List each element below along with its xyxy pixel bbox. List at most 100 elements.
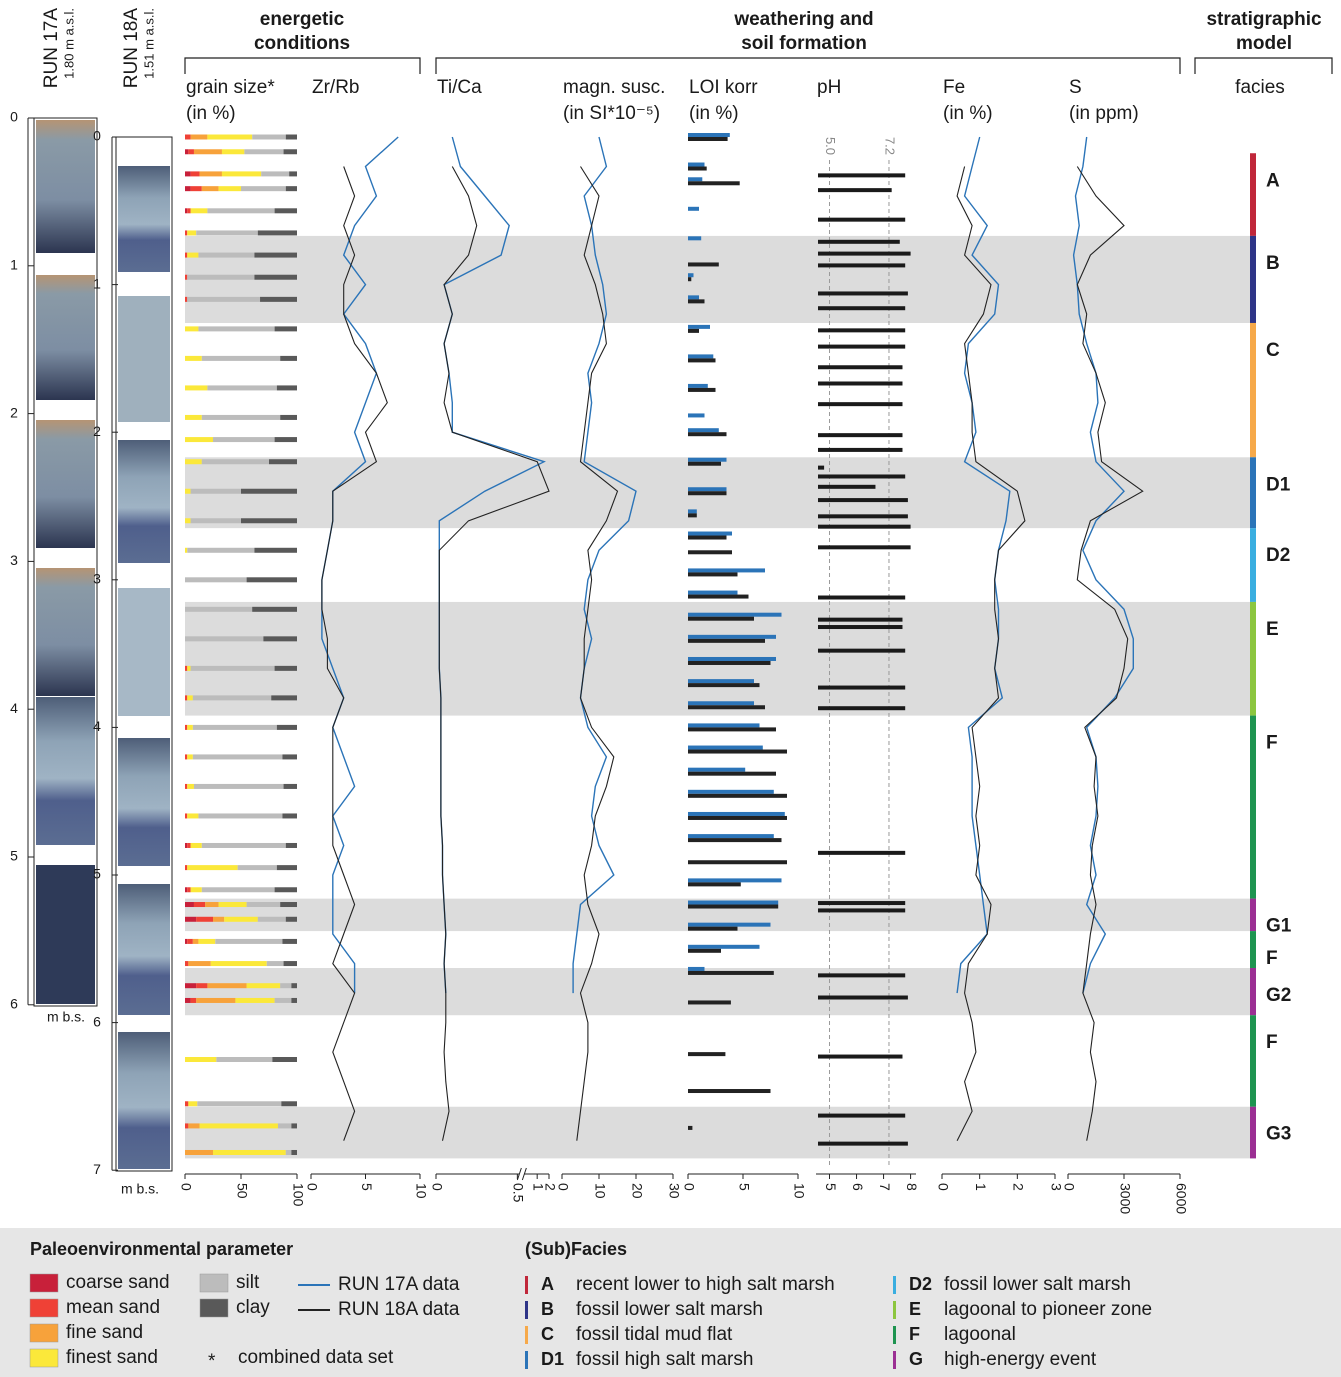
facies-label: D1: [1266, 474, 1291, 495]
loi-bar: [688, 595, 749, 599]
grain-segment: [280, 415, 297, 420]
legend-facies-bar: [525, 1301, 528, 1319]
core-section: [36, 697, 95, 845]
depth-tick-label: 4: [10, 700, 18, 716]
loi-bar: [688, 177, 702, 181]
grain-segment: [185, 695, 187, 700]
grain-segment: [191, 887, 202, 892]
depth-tick-label: 0: [10, 109, 18, 125]
bracket: [1195, 58, 1332, 74]
depth-tick-label: 1: [10, 257, 18, 273]
x-tick-label: 5: [823, 1183, 839, 1191]
legend-label: fine sand: [66, 1322, 143, 1343]
grain-segment: [185, 939, 187, 944]
grain-segment: [263, 636, 297, 641]
grain-segment: [224, 917, 258, 922]
grain-segment: [247, 577, 297, 582]
loi-bar: [688, 683, 760, 687]
ph-bar: [818, 596, 905, 600]
grain-segment: [187, 666, 190, 671]
depth-unit: m b.s.: [47, 1009, 85, 1025]
loi-bar: [688, 207, 699, 211]
note-mark: *: [208, 1351, 216, 1372]
grain-segment: [211, 961, 267, 966]
grain-segment: [187, 548, 254, 553]
facies-legend-title: (Sub)Facies: [525, 1239, 627, 1259]
column-label: (in %): [943, 103, 993, 124]
grain-segment: [280, 356, 297, 361]
facies-label: G1: [1266, 916, 1292, 937]
legend-facies-bar: [893, 1301, 896, 1319]
depth-tick-label: 0: [93, 128, 101, 144]
legend-title: Paleoenvironmental parameter: [30, 1239, 293, 1259]
grain-segment: [196, 917, 213, 922]
grain-segment: [196, 230, 258, 235]
grain-segment: [271, 695, 297, 700]
depth-tick-label: 6: [10, 996, 18, 1012]
core-name: RUN 17A: [41, 8, 62, 89]
core-section: [118, 296, 170, 422]
grain-segment: [187, 230, 196, 235]
ph-bar: [818, 263, 905, 267]
loi-bar: [688, 550, 732, 554]
grain-segment: [185, 415, 202, 420]
loi-bar: [688, 384, 708, 388]
ph-bar: [818, 252, 911, 256]
ph-bar: [818, 173, 905, 177]
grain-segment: [188, 149, 194, 154]
ph-bar: [818, 306, 905, 310]
grain-segment: [185, 784, 187, 789]
depth-tick-label: 7: [93, 1161, 101, 1177]
grain-segment: [185, 636, 263, 641]
facies-bar: [1250, 528, 1256, 602]
grain-segment: [185, 135, 191, 140]
loi-bar: [688, 532, 732, 536]
grain-segment: [185, 917, 196, 922]
loi-bar: [688, 705, 765, 709]
grain-segment: [291, 1150, 297, 1155]
loi-bar: [688, 949, 721, 953]
grain-segment: [185, 607, 252, 612]
facies-label: E: [1266, 619, 1279, 640]
ph-bar: [818, 686, 905, 690]
legend-facies-code: C: [541, 1324, 554, 1344]
x-tick-label: 0: [429, 1183, 445, 1191]
facies-bar: [1250, 1107, 1256, 1159]
core-section: [118, 166, 170, 272]
legend-facies-code: D2: [909, 1274, 932, 1294]
ph-bar: [818, 706, 905, 710]
legend-swatch: [200, 1274, 228, 1292]
core-section: [118, 588, 170, 716]
grain-segment: [202, 356, 280, 361]
reference-label: 5.0: [823, 137, 838, 155]
grain-segment: [260, 297, 297, 302]
ph-bar: [818, 485, 875, 489]
legend-label: finest sand: [66, 1347, 158, 1368]
depth-tick-label: 5: [93, 866, 101, 882]
grain-segment: [185, 437, 213, 442]
loi-bar: [688, 413, 705, 417]
loi-bar: [688, 262, 719, 266]
x-tick-label: 5: [359, 1183, 375, 1191]
legend-facies-bar: [525, 1351, 528, 1369]
group-title: model: [1236, 33, 1292, 54]
facies-column-label: facies: [1235, 77, 1285, 98]
loi-bar: [688, 750, 787, 754]
grain-segment: [191, 843, 202, 848]
column-label: magn. susc.: [563, 77, 665, 98]
grain-segment: [286, 917, 297, 922]
legend-swatch: [30, 1274, 58, 1292]
x-tick-label: 6: [850, 1183, 866, 1191]
x-tick-label: 0: [935, 1183, 951, 1191]
facies-label: G3: [1266, 1124, 1291, 1145]
ph-bar: [818, 901, 905, 905]
grain-segment: [187, 275, 254, 280]
depth-unit: m b.s.: [121, 1181, 159, 1197]
legend-label: coarse sand: [66, 1272, 170, 1293]
legend-label: RUN 17A data: [338, 1274, 460, 1295]
grain-segment: [275, 887, 297, 892]
grain-segment: [275, 326, 297, 331]
grain-segment: [282, 813, 297, 818]
grain-segment: [252, 607, 297, 612]
core-section: [118, 738, 170, 866]
